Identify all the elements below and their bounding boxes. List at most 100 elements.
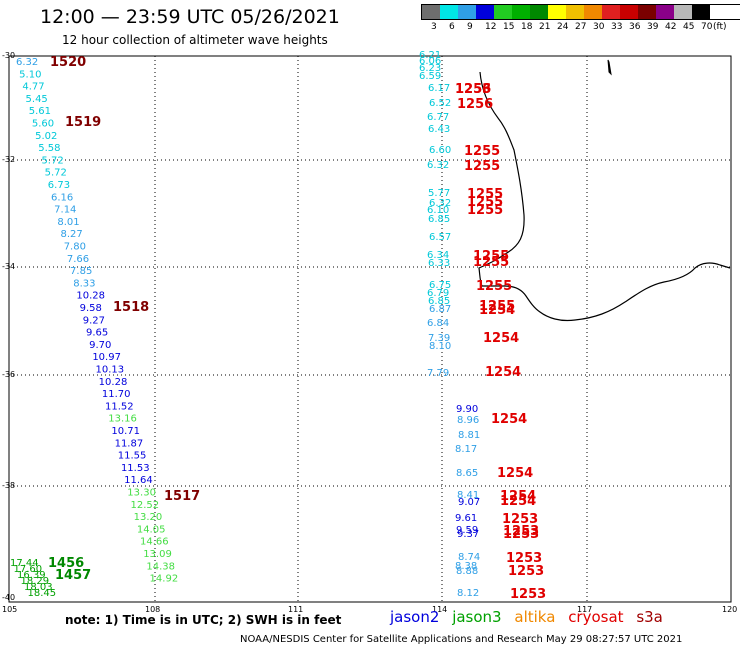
wave-height-label: 13.20 <box>134 512 163 523</box>
wave-height-label: 13.16 <box>108 414 137 425</box>
legend-swatch <box>512 5 530 19</box>
wave-height-label: 7.66 <box>67 254 89 265</box>
pass-time-label: 1254 <box>491 412 527 427</box>
lat-tick-label: -36 <box>2 370 15 379</box>
wave-height-label: 12.52 <box>130 500 159 511</box>
wave-height-label: 8.27 <box>61 229 83 240</box>
pass-time-label: 1255 <box>479 299 515 314</box>
wave-height-label: 18.45 <box>28 588 57 599</box>
pass-time-label: 1255 <box>473 255 509 270</box>
wave-height-label: 6.79 <box>427 288 449 299</box>
pass-time-label: 1254 <box>485 365 521 380</box>
wave-height-label: 8.38 <box>455 561 477 572</box>
legend-value: 27 <box>575 22 587 32</box>
legend-value: 18 <box>521 22 533 32</box>
sat-jason3: jason3 <box>452 608 502 626</box>
wave-height-label: 9.58 <box>80 303 102 314</box>
wave-height-label: 6.32 <box>16 57 38 68</box>
wave-height-label: 8.33 <box>73 278 95 289</box>
wave-height-label: 6.77 <box>427 112 449 123</box>
wave-height-label: 6.06 <box>419 56 441 67</box>
pass-time-label: 1253 <box>503 527 539 542</box>
lon-tick-label: 117 <box>577 605 592 614</box>
wave-height-label: 6.57 <box>429 232 451 243</box>
pass-time-label: 1253 <box>506 551 542 566</box>
pass-time-label: 1253 <box>508 564 544 579</box>
wave-height-label: 8.65 <box>456 468 478 479</box>
pass-time-label: 1518 <box>113 300 149 315</box>
legend-swatch <box>566 5 584 19</box>
wave-height-label: 6.60 <box>429 145 451 156</box>
wave-height-label: 18.03 <box>24 582 53 593</box>
wave-height-label: 9.65 <box>86 328 108 339</box>
wave-height-label: 10.13 <box>96 365 125 376</box>
pass-time-label: 1255 <box>476 279 512 294</box>
wave-height-label: 10.71 <box>111 426 140 437</box>
pass-time-label: 1253 <box>503 524 539 539</box>
pass-time-label: 1253 <box>502 512 538 527</box>
wave-height-label: 8.01 <box>57 217 79 228</box>
wave-height-label: 17.60 <box>14 564 43 575</box>
wave-height-label: 11.53 <box>121 463 150 474</box>
wave-height-label: 6.52 <box>429 98 451 109</box>
legend-swatch <box>494 5 512 19</box>
wave-height-label: 6.32 <box>427 160 449 171</box>
legend-value: 45 <box>683 22 695 32</box>
wave-height-label: 6.73 <box>48 180 70 191</box>
wave-height-label: 5.58 <box>38 143 60 154</box>
wave-height-label: 10.28 <box>99 377 128 388</box>
legend-value: 70 <box>701 22 713 32</box>
page-subtitle: 12 hour collection of altimeter wave hei… <box>62 33 328 47</box>
wave-height-label: 14.92 <box>150 574 179 585</box>
legend-swatch <box>422 5 440 19</box>
wave-height-label: 9.07 <box>458 497 480 508</box>
legend-value: 24 <box>557 22 569 32</box>
wave-height-label: 11.87 <box>115 438 144 449</box>
wave-height-label: 7.39 <box>428 333 450 344</box>
pass-time-label: 1255 <box>467 203 503 218</box>
wave-height-label: 8.96 <box>457 415 479 426</box>
pass-time-label: 1456 <box>48 556 84 571</box>
legend-swatch <box>440 5 458 19</box>
wave-height-labels: 6.325.104.775.455.615.605.025.585.725.72… <box>10 50 546 602</box>
legend-value: 15 <box>503 22 515 32</box>
pass-time-label: 1255 <box>464 144 500 159</box>
pass-time-label: 1255 <box>464 159 500 174</box>
wave-height-label: 5.72 <box>45 168 67 179</box>
legend-swatch <box>548 5 566 19</box>
satellite-legend: jason2 jason3 altika cryosat s3a <box>390 608 671 626</box>
lon-tick-label: 105 <box>2 605 17 614</box>
lon-tick-label: 114 <box>432 605 447 614</box>
legend-swatch <box>620 5 638 19</box>
sat-jason2: jason2 <box>390 608 440 626</box>
coastline <box>478 71 731 322</box>
wave-height-label: 11.55 <box>118 451 147 462</box>
wave-height-label: 9.70 <box>89 340 111 351</box>
wave-height-label: 18.29 <box>21 576 50 587</box>
legend-swatch <box>692 5 710 19</box>
note-text: note: 1) Time is in UTC; 2) SWH is in fe… <box>65 613 342 627</box>
pass-time-label: 1457 <box>55 568 91 583</box>
pass-time-label: 1520 <box>50 55 86 70</box>
wave-height-label: 6.85 <box>428 214 450 225</box>
wave-height-label: 8.81 <box>458 430 480 441</box>
sat-altika: altika <box>514 608 556 626</box>
wave-height-label: 5.10 <box>19 69 41 80</box>
pass-time-label: 1255 <box>467 187 503 202</box>
legend-value: 33 <box>611 22 623 32</box>
legend-labels: 3 6 9 12 15 18 21 24 27 30 33 36 39 42 45 70 (ft) <box>421 20 740 32</box>
legend-value: 30 <box>593 22 605 32</box>
color-legend: 3 6 9 12 15 18 21 24 27 30 33 36 39 42 45 70 (ft) <box>421 4 740 32</box>
legend-swatch <box>530 5 548 19</box>
wave-height-label: 8.74 <box>458 552 480 563</box>
wave-height-label: 4.77 <box>22 82 44 93</box>
wave-height-label: 7.85 <box>70 266 92 277</box>
sat-cryosat: cryosat <box>568 608 624 626</box>
legend-value: 3 <box>431 22 437 32</box>
wave-height-label: 16.39 <box>17 570 46 581</box>
pass-time-label: 1254 <box>497 466 533 481</box>
lat-tick-label: -30 <box>2 51 15 60</box>
legend-value: 39 <box>647 22 659 32</box>
wave-height-label: 7.79 <box>427 368 449 379</box>
